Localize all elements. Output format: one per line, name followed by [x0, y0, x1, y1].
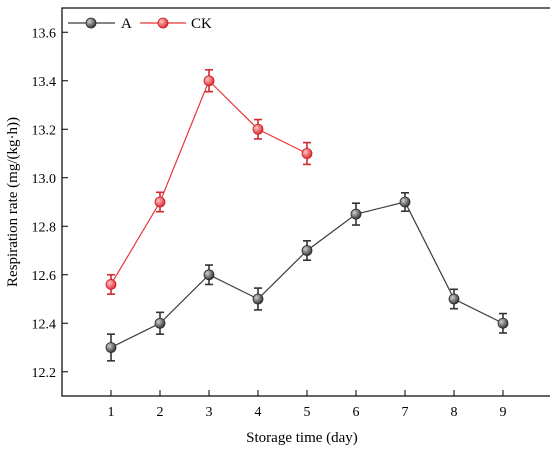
series-ck-point [105, 279, 117, 290]
series-ck-point [154, 196, 166, 208]
series-a-point [105, 342, 117, 353]
legend-marker-ck [157, 17, 169, 29]
y-tick-label: 13.0 [32, 172, 57, 187]
series-a-point [399, 196, 411, 208]
series-ck-point [203, 75, 215, 87]
series-ck-point [252, 123, 264, 135]
legend: A CK [68, 16, 212, 32]
x-tick-label: 1 [108, 405, 115, 420]
y-tick-label: 12.2 [32, 366, 57, 381]
series-a-line [110, 201, 504, 349]
series-ck-line [110, 79, 308, 285]
x-tick-label: 3 [206, 405, 213, 420]
y-tick-label: 13.2 [32, 123, 57, 138]
x-tick-label: 9 [500, 405, 507, 420]
series-ck-point [301, 148, 313, 159]
y-tick-label: 12.8 [32, 220, 57, 235]
plot-frame [61, 7, 550, 397]
series-a-point [497, 317, 509, 329]
y-axis-ticks: 12.2 12.4 12.6 12.8 13.0 13.2 13.4 13.6 [32, 26, 68, 381]
y-tick-label: 12.6 [32, 269, 57, 284]
x-axis-ticks: 1 2 3 4 5 6 7 8 9 [108, 390, 507, 420]
series-a-point [203, 269, 215, 281]
legend-label-ck: CK [191, 16, 212, 32]
y-tick-label: 12.4 [32, 317, 57, 332]
series-a [105, 191, 509, 362]
x-tick-label: 8 [451, 405, 458, 420]
series-a-point [154, 317, 166, 329]
x-tick-label: 5 [304, 405, 311, 420]
x-axis-label: Storage time (day) [246, 430, 358, 446]
legend-marker-a [85, 17, 97, 29]
y-tick-label: 13.6 [32, 26, 57, 41]
series-layer [105, 69, 509, 362]
x-tick-label: 4 [255, 405, 262, 420]
x-tick-label: 6 [353, 405, 360, 420]
series-ck [105, 69, 313, 295]
series-a-point [252, 293, 264, 305]
series-a-point [448, 293, 460, 305]
y-axis-label: Respiration rate (mg/(kg·h)) [5, 117, 21, 287]
y-tick-label: 13.4 [32, 75, 57, 90]
series-a-point [301, 245, 313, 256]
x-tick-label: 2 [157, 405, 164, 420]
x-tick-label: 7 [402, 405, 409, 420]
series-a-point [350, 208, 362, 220]
legend-label-a: A [121, 16, 132, 32]
